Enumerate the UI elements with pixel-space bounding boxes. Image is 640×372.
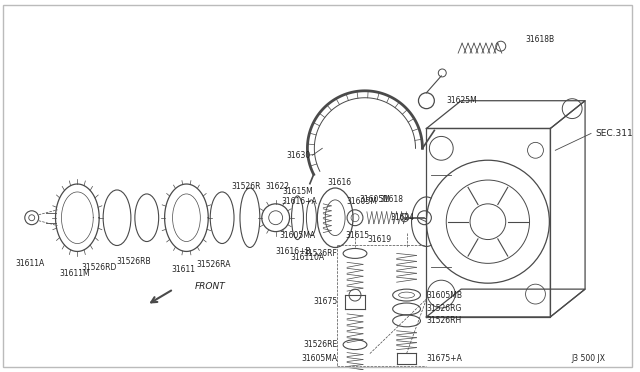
Text: 31605M: 31605M [360, 195, 390, 204]
Text: 31616+B: 31616+B [276, 247, 311, 256]
Text: 31616: 31616 [327, 177, 351, 186]
Text: 31619: 31619 [367, 235, 391, 244]
Text: 31675: 31675 [313, 296, 337, 305]
Text: 31526RF: 31526RF [303, 249, 337, 258]
Text: 31526RD: 31526RD [81, 263, 117, 272]
Text: 31624: 31624 [390, 213, 415, 222]
Text: 31526RA: 31526RA [196, 260, 230, 269]
Text: 31630: 31630 [286, 151, 310, 160]
Text: SEC.311: SEC.311 [595, 129, 633, 138]
Text: 31611A: 31611A [15, 259, 44, 268]
Text: 31615: 31615 [345, 231, 369, 240]
Text: 31615M: 31615M [283, 187, 314, 196]
Text: 31625M: 31625M [446, 96, 477, 105]
Text: 31605M: 31605M [346, 198, 378, 206]
Text: 31526R: 31526R [231, 182, 260, 190]
Text: 31605MA: 31605MA [301, 354, 337, 363]
Text: 31526RG: 31526RG [426, 304, 462, 314]
Text: 316110A: 316110A [291, 253, 324, 262]
Text: 31526RH: 31526RH [426, 316, 461, 326]
Text: 31611M: 31611M [59, 269, 90, 278]
Text: 31618B: 31618B [525, 35, 555, 44]
Text: 31675+A: 31675+A [426, 354, 462, 363]
Text: 31622: 31622 [266, 182, 290, 190]
Text: 31611: 31611 [172, 265, 195, 274]
Text: 31526RE: 31526RE [303, 340, 337, 349]
Text: 31616+A: 31616+A [282, 198, 317, 206]
Text: 31605MB: 31605MB [426, 291, 463, 299]
Text: 31618: 31618 [380, 195, 404, 204]
Text: 31526RB: 31526RB [116, 257, 151, 266]
Text: J3 500 JX: J3 500 JX [571, 354, 605, 363]
Text: 31605MA: 31605MA [279, 231, 316, 240]
Text: FRONT: FRONT [195, 282, 225, 291]
